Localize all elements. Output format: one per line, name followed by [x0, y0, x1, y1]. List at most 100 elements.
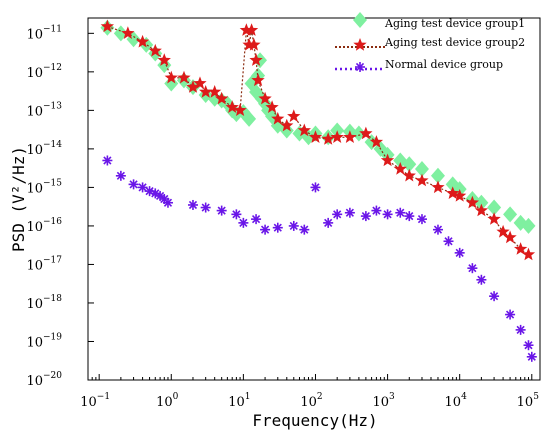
y-tick-label: 10−20: [26, 371, 62, 389]
data-point: [404, 211, 415, 222]
data-point: [395, 207, 406, 218]
data-point: [515, 324, 526, 335]
data-point: [288, 220, 299, 231]
data-point: [157, 53, 171, 66]
x-tick-label: 105: [517, 392, 540, 410]
data-point: [308, 130, 323, 143]
data-point: [430, 167, 445, 184]
legend-label-group2: Aging test device group2: [384, 36, 525, 49]
data-point: [393, 162, 407, 175]
data-point: [270, 117, 285, 134]
data-point: [364, 134, 379, 151]
data-point: [280, 118, 294, 132]
x-tick-label: 101: [228, 392, 250, 410]
data-point: [137, 182, 148, 193]
data-point: [271, 111, 285, 125]
data-point: [115, 170, 126, 181]
data-point: [454, 247, 465, 258]
data-point: [244, 23, 259, 36]
data-point: [344, 207, 355, 218]
data-point: [251, 73, 265, 87]
data-point: [242, 110, 257, 127]
data-point: [299, 224, 310, 235]
x-axis: 10−1 100 101 102 103 104 105: [80, 374, 539, 410]
y-tick-label: 10−17: [26, 255, 62, 273]
data-point: [487, 212, 501, 225]
data-point: [164, 70, 178, 84]
legend-label-normal: Normal device group: [385, 58, 503, 71]
data-point: [216, 205, 227, 216]
x-tick-label: 102: [300, 392, 322, 410]
data-point: [369, 135, 384, 148]
data-point: [359, 126, 373, 140]
data-point: [321, 132, 335, 145]
data-point: [332, 209, 343, 220]
data-point: [258, 91, 272, 105]
data-point: [297, 123, 311, 137]
data-point: [231, 209, 242, 220]
data-point: [489, 291, 500, 302]
data-point: [310, 182, 321, 193]
legend-marker-shape: [353, 12, 367, 28]
plot-area: [100, 19, 537, 362]
data-point: [416, 214, 427, 225]
data-point: [272, 222, 283, 233]
data-point: [287, 109, 301, 122]
data-point: [238, 217, 249, 228]
x-tick-label: 10−1: [80, 392, 110, 410]
data-point: [208, 85, 222, 98]
data-point: [343, 130, 357, 143]
data-point: [521, 247, 536, 261]
data-point: [514, 242, 528, 255]
data-point: [371, 205, 382, 216]
data-point: [251, 214, 262, 225]
data-point: [148, 43, 162, 57]
data-point: [186, 80, 200, 93]
data-point: [476, 274, 487, 285]
data-point: [467, 263, 478, 274]
data-point: [242, 37, 256, 51]
y-tick-label: 10−16: [26, 217, 62, 235]
legend: Aging test device group1 Aging test devi…: [335, 12, 538, 82]
y-axis-title: PSD (V²/Hz): [9, 146, 28, 252]
x-tick-label: 103: [372, 392, 395, 410]
y-tick-label: 10−18: [26, 294, 62, 312]
data-point: [360, 211, 371, 222]
legend-marker-normal: [355, 62, 365, 72]
data-point: [453, 189, 467, 202]
data-point: [443, 236, 454, 247]
data-point: [402, 156, 417, 173]
legend-entry-group2: Aging test device group2: [335, 36, 525, 51]
data-point: [446, 186, 460, 199]
y-tick-label: 10−19: [26, 332, 62, 350]
series-normal: [102, 155, 537, 362]
plot-frame: [87, 17, 541, 381]
data-point: [247, 37, 261, 51]
data-point: [100, 19, 114, 33]
x-axis-title: Frequency(Hz): [252, 411, 377, 430]
data-point: [128, 179, 139, 190]
data-point: [187, 199, 198, 210]
y-tick-label: 10−15: [26, 178, 62, 196]
data-point: [260, 224, 271, 235]
data-point: [323, 217, 334, 228]
legend-label-group1: Aging test device group1: [384, 17, 525, 30]
data-point: [402, 168, 416, 182]
data-point: [415, 173, 429, 187]
data-point: [279, 122, 294, 139]
legend-marker-group1: [353, 12, 367, 28]
y-tick-label: 10−12: [26, 63, 62, 81]
data-point: [162, 197, 173, 208]
legend-entry-normal: Normal device group: [335, 58, 503, 72]
data-point: [135, 34, 150, 48]
legend-marker-group2: [353, 38, 367, 51]
data-point: [521, 217, 536, 234]
data-point: [177, 70, 191, 84]
data-point: [503, 206, 518, 223]
data-point: [233, 103, 247, 116]
data-point: [380, 153, 395, 167]
data-point: [505, 309, 516, 320]
y-tick-label: 10−13: [26, 101, 62, 119]
legend-marker-shape: [355, 62, 365, 72]
